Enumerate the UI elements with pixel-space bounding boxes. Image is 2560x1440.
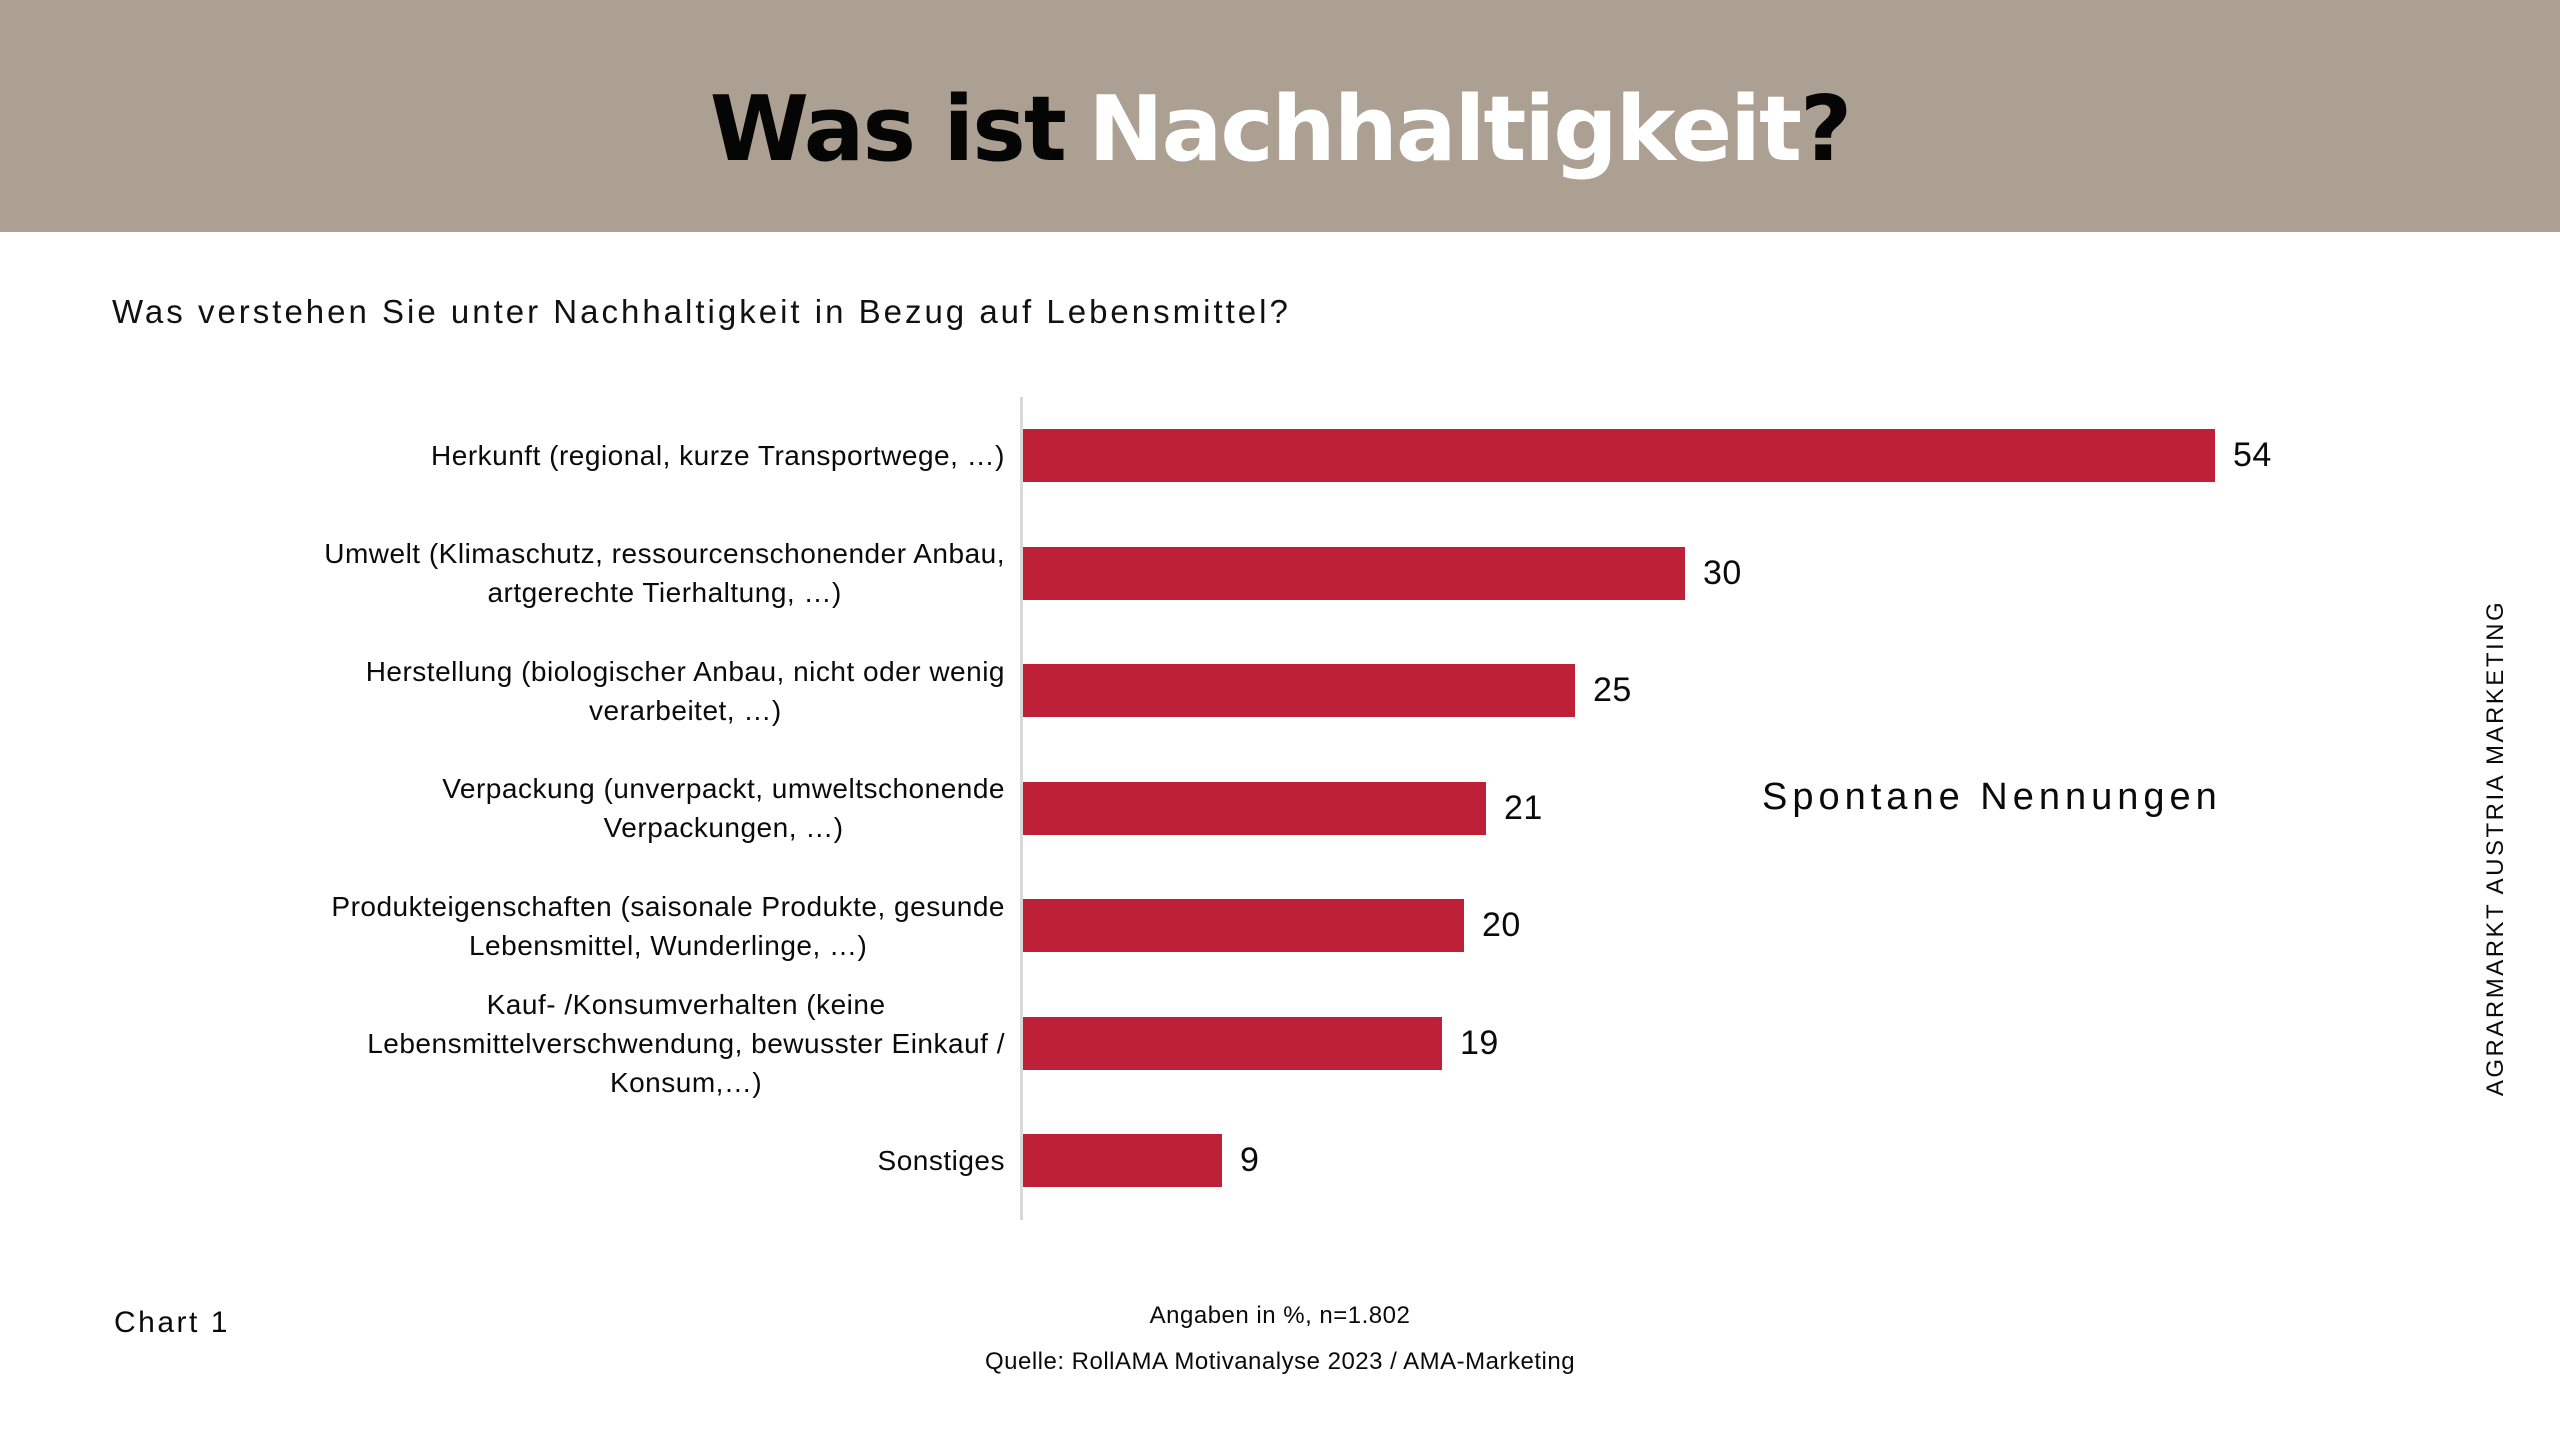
- category-label-cell: Produkteigenschaften (saisonale Produkte…: [0, 867, 1005, 985]
- bar-track: 54: [1023, 397, 2272, 515]
- bar-herkunft: [1023, 429, 2215, 483]
- survey-question: Was verstehen Sie unter Nachhaltigkeit i…: [112, 293, 1291, 330]
- category-label: Herstellung (biologischer Anbau, nicht o…: [365, 655, 1005, 726]
- category-label: Sonstiges: [877, 1145, 1005, 1177]
- bar-herstellung: [1023, 664, 1575, 718]
- value-label: 20: [1482, 906, 1521, 945]
- chart-row-kauf-konsumverhalten: Kauf- /Konsumverhalten (keine Lebensmitt…: [0, 985, 2560, 1103]
- annotation-spontane-nennungen: Spontane Nennungen: [1762, 776, 2222, 818]
- bar-chart: Herkunft (regional, kurze Transportwege,…: [0, 397, 2560, 1220]
- value-label: 21: [1504, 788, 1543, 827]
- value-label: 25: [1593, 671, 1632, 710]
- bar-track: 21: [1023, 750, 1543, 868]
- bar-umwelt: [1023, 546, 1685, 600]
- bar-track: 30: [1023, 515, 1742, 633]
- title-question-mark: ?: [1800, 76, 1852, 182]
- bar-sonstiges: [1023, 1134, 1222, 1188]
- bar-produkteigenschaften: [1023, 899, 1464, 953]
- chart-row-herstellung: Herstellung (biologischer Anbau, nicht o…: [0, 632, 2560, 750]
- category-axis-line: [1020, 397, 1023, 1220]
- category-label-cell: Kauf- /Konsumverhalten (keine Lebensmitt…: [0, 985, 1005, 1103]
- side-branding-text: AGRARMARKT AUSTRIA MARKETING: [2482, 599, 2509, 1097]
- source-line: Quelle: RollAMA Motivanalyse 2023 / AMA-…: [984, 1348, 1576, 1375]
- bar-verpackung: [1023, 781, 1486, 835]
- bar-track: 25: [1023, 632, 1632, 750]
- category-label-cell: Herstellung (biologischer Anbau, nicht o…: [0, 632, 1005, 750]
- bar-track: 9: [1023, 1102, 1259, 1220]
- value-label: 30: [1703, 553, 1742, 592]
- title-light-part: Nachhaltigkeit: [1088, 76, 1802, 182]
- chart-row-verpackung: Verpackung (unverpackt, umweltschonende …: [0, 750, 2560, 868]
- page-title: Was ist Nachhaltigkeit?: [709, 76, 1853, 182]
- chart-row-sonstiges: Sonstiges 9: [0, 1102, 2560, 1220]
- value-label: 19: [1460, 1023, 1499, 1062]
- title-dark-part: Was ist: [709, 76, 1067, 182]
- category-label: Umwelt (Klimaschutz, ressourcenschonende…: [324, 538, 1005, 609]
- chart-row-produkteigenschaften: Produkteigenschaften (saisonale Produkte…: [0, 867, 2560, 985]
- footnote-sample-size: Angaben in %, n=1.802: [1149, 1302, 1411, 1329]
- category-label: Kauf- /Konsumverhalten (keine Lebensmitt…: [367, 988, 1005, 1098]
- title-band: Was ist Nachhaltigkeit?: [0, 0, 2560, 232]
- category-label-cell: Umwelt (Klimaschutz, ressourcenschonende…: [0, 515, 1005, 633]
- chart-row-umwelt: Umwelt (Klimaschutz, ressourcenschonende…: [0, 515, 2560, 633]
- category-label: Herkunft (regional, kurze Transportwege,…: [431, 440, 1005, 472]
- bar-track: 19: [1023, 985, 1499, 1103]
- chart-row-herkunft: Herkunft (regional, kurze Transportwege,…: [0, 397, 2560, 515]
- category-label-cell: Sonstiges: [0, 1102, 1005, 1220]
- bar-kauf-konsumverhalten: [1023, 1016, 1442, 1070]
- category-label: Verpackung (unverpackt, umweltschonende …: [442, 773, 1005, 844]
- category-label-cell: Verpackung (unverpackt, umweltschonende …: [0, 750, 1005, 868]
- bar-track: 20: [1023, 867, 1521, 985]
- category-label-cell: Herkunft (regional, kurze Transportwege,…: [0, 397, 1005, 515]
- category-label: Produkteigenschaften (saisonale Produkte…: [331, 890, 1005, 961]
- chart-number-label: Chart 1: [114, 1306, 230, 1339]
- value-label: 9: [1240, 1141, 1260, 1180]
- value-label: 54: [2233, 436, 2272, 475]
